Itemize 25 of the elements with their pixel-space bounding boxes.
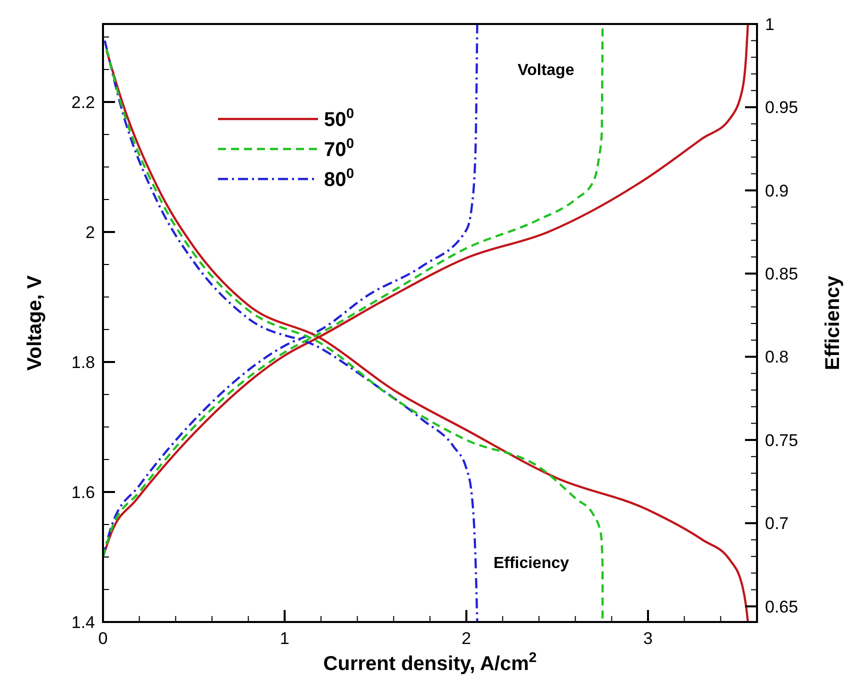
- y2-axis-title: Efficiency: [822, 274, 844, 370]
- legend-label: 50$^{0}$: [324, 105, 354, 131]
- y2-tick-label: 0.7: [765, 514, 789, 534]
- legend-label: 80$^{0}$: [324, 165, 354, 191]
- x-tick-label: 1: [280, 629, 290, 648]
- annotation: Voltage: [518, 62, 574, 79]
- y2-tick-label: 1: [765, 14, 774, 34]
- x-tick-label: 2: [462, 629, 472, 648]
- annotation: Efficiency: [493, 555, 570, 572]
- y2-tick-label: 0.85: [765, 264, 798, 284]
- y-tick-label: 2: [86, 222, 95, 242]
- x-tick-label: 3: [643, 629, 653, 648]
- y2-tick-label: 0.8: [765, 348, 789, 367]
- y-tick-label: 1.6: [71, 482, 95, 502]
- legend-label: 70$^{0}$: [324, 135, 354, 161]
- y-tick-label: 2.2: [71, 92, 95, 112]
- y2-tick-label: 0.75: [765, 430, 798, 450]
- x-axis-title: Current density, A/cm$^{2}$: [323, 649, 537, 675]
- y-axis-title: Voltage, V: [24, 274, 46, 371]
- y2-tick-label: 0.9: [765, 181, 789, 200]
- x-tick-label: 0: [98, 629, 108, 648]
- y-tick-label: 1.4: [71, 612, 95, 632]
- y2-tick-label: 0.65: [765, 597, 798, 616]
- y2-tick-label: 0.95: [765, 98, 798, 118]
- y-tick-label: 1.8: [71, 352, 95, 372]
